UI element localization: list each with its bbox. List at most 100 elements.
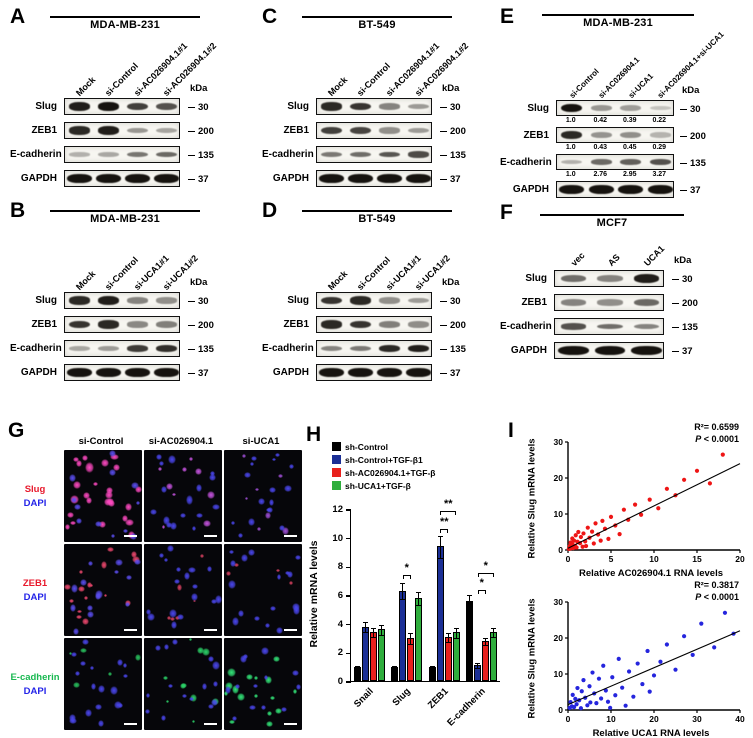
tick-label: 15 <box>692 554 702 564</box>
scatter2-r-squared: R²= 0.3817 <box>694 580 739 590</box>
blot-rows: Slug 30 ZEB1 200 E-cadherin 135 GAPDH 37 <box>10 98 250 194</box>
data-point <box>573 533 578 538</box>
data-point <box>651 673 657 678</box>
cell-dot <box>248 549 255 556</box>
cell-dot <box>225 570 232 576</box>
scale-bar <box>124 629 137 631</box>
bar-e-cadherin-s0 <box>466 600 474 681</box>
quant-value: 1.0 <box>565 117 576 124</box>
data-point <box>613 693 618 698</box>
cell-dot <box>145 608 152 616</box>
cell-dot <box>192 583 199 589</box>
protein-band <box>379 321 400 328</box>
bar-snail-s1 <box>361 626 369 681</box>
sig-bracket <box>440 511 457 516</box>
bar-slug-s3 <box>415 597 423 681</box>
kda-marker: 200 <box>672 298 698 309</box>
protein-label: ZEB1 <box>31 319 57 330</box>
cell-dot <box>103 498 113 507</box>
cell-dot <box>147 612 155 621</box>
data-point <box>658 659 663 664</box>
cell-dot <box>203 520 212 528</box>
panel-i-correlation: I R²= 0.6599 P < 0.0001 Relative Slug mR… <box>508 420 753 738</box>
legend-label: sh-UCA1+TGF-β <box>345 480 411 491</box>
protein-label: GAPDH <box>20 367 57 378</box>
cell-dot <box>253 693 258 698</box>
error-bar <box>491 628 497 639</box>
data-point <box>601 663 606 668</box>
scale-bar <box>284 535 297 537</box>
legend-item: sh-Control <box>332 440 435 453</box>
protein-label: Slug <box>527 103 549 114</box>
protein-label: ZEB1 <box>523 130 549 141</box>
cell-dot <box>292 689 297 694</box>
tick-label: 30 <box>554 597 564 607</box>
cell-dot <box>237 693 246 701</box>
cell-dot <box>87 610 94 619</box>
bar-slug-s1 <box>399 590 407 681</box>
protein-band <box>69 320 90 329</box>
quant-value: 1.0 <box>565 144 576 151</box>
blot-rows: Slug 30 ZEB1 200 E-cadherin 135 GAPDH 37 <box>10 292 250 388</box>
blot-strip <box>316 170 432 187</box>
kda-dash <box>680 163 687 164</box>
kda-header: kDa <box>190 83 208 94</box>
cell-dot <box>101 458 110 468</box>
cell-dot <box>177 614 184 620</box>
cell-dot <box>197 646 205 655</box>
cell-dot <box>265 512 271 519</box>
cell-dot <box>207 490 215 500</box>
lane-labels: Mock si-Control si-AC026904.1#1 si-AC026904… <box>64 30 218 98</box>
cell-dot <box>164 644 169 650</box>
blot-strip <box>64 146 180 163</box>
protein-band <box>98 296 119 305</box>
data-point <box>600 518 605 523</box>
protein-band <box>156 321 177 328</box>
protein-band <box>408 127 429 134</box>
cell-dot <box>166 544 174 552</box>
kda-dash <box>188 373 195 374</box>
kda-dash <box>188 155 195 156</box>
protein-label: GAPDH <box>20 173 57 184</box>
cell-dot <box>253 675 258 681</box>
cell-dot <box>211 699 218 707</box>
protein-band <box>590 105 612 111</box>
quant-value: 1.0 <box>565 171 576 178</box>
kda-marker: 30 <box>440 296 461 307</box>
cell-dot <box>114 559 123 566</box>
data-point <box>617 532 622 537</box>
blot-row-zeb1: ZEB1 200 <box>262 122 502 144</box>
protein-band <box>156 127 177 134</box>
kda-value: 200 <box>198 320 214 331</box>
cell-dot <box>276 574 282 581</box>
protein-band <box>618 185 644 194</box>
kda-value: 200 <box>690 131 706 142</box>
protein-band <box>379 151 400 158</box>
legend-item: sh-Control+TGF-β1 <box>332 453 435 466</box>
scale-bar <box>284 723 297 725</box>
cell-dot <box>231 685 240 695</box>
protein-band <box>408 151 429 158</box>
scatter1-ylabel: Relative Slug mRNA levels <box>526 438 538 559</box>
data-point <box>608 705 613 710</box>
kda-value: 30 <box>198 296 209 307</box>
sig-mark: * <box>483 560 488 573</box>
if-image-slug-col0 <box>64 450 142 542</box>
protein-band <box>350 345 371 352</box>
protein-label: GAPDH <box>512 184 549 195</box>
blot-strip <box>554 342 664 359</box>
blot-strip <box>554 270 664 287</box>
kda-marker: 30 <box>188 102 209 113</box>
legend-swatch <box>332 481 341 490</box>
kda-marker: 135 <box>672 322 698 333</box>
protein-band <box>67 368 92 377</box>
scatter-plot-ac026904: 0 5 10 15 20 0 10 20 30 <box>554 437 745 564</box>
cell-dot <box>292 606 300 615</box>
lane-label: Mock <box>74 268 98 292</box>
sig-bracket <box>477 590 486 595</box>
cell-dot <box>134 558 142 565</box>
kda-value: 30 <box>198 102 209 113</box>
tick-label: 20 <box>735 554 745 564</box>
error-bar <box>483 637 489 647</box>
cell-dot <box>227 667 236 678</box>
